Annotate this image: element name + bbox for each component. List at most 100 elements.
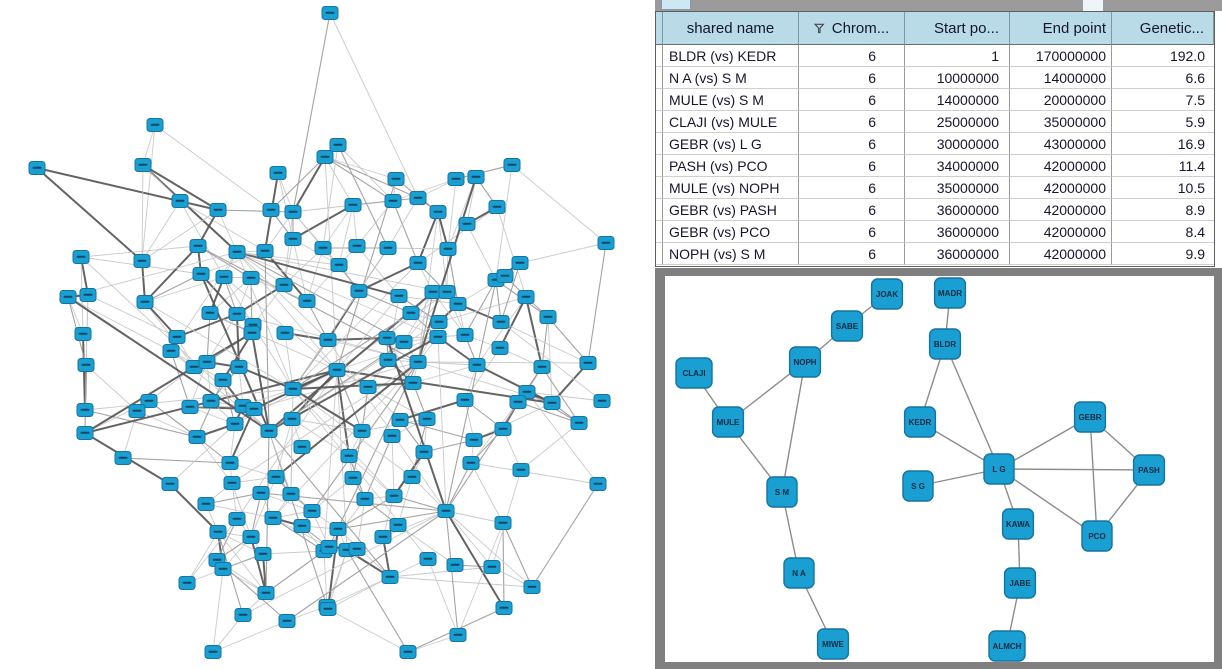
overview-edge[interactable]	[236, 251, 439, 338]
overview-node[interactable]	[256, 244, 274, 258]
overview-edge[interactable]	[417, 291, 434, 363]
overview-edge[interactable]	[531, 483, 599, 588]
overview-node[interactable]	[503, 158, 521, 172]
overview-edge[interactable]	[250, 492, 262, 538]
overview-edge[interactable]	[142, 164, 219, 211]
edge-PASH-L G[interactable]	[998, 468, 1150, 471]
overview-edge[interactable]	[200, 250, 266, 275]
table-row[interactable]: GEBR (vs) PCO 6 36000000 42000000 8.4	[656, 221, 1214, 243]
overview-edge[interactable]	[324, 156, 394, 202]
overview-node[interactable]	[381, 570, 399, 584]
overview-edge[interactable]	[236, 251, 405, 343]
overview-edge[interactable]	[427, 558, 459, 636]
overview-node[interactable]	[303, 504, 321, 518]
overview-node[interactable]	[275, 278, 293, 292]
overview-node[interactable]	[188, 430, 206, 444]
overview-node[interactable]	[570, 416, 588, 430]
overview-edge[interactable]	[336, 369, 363, 432]
overview-node[interactable]	[403, 470, 421, 484]
overview-edge[interactable]	[292, 247, 389, 390]
overview-node[interactable]	[593, 394, 611, 408]
overview-edge[interactable]	[500, 321, 589, 364]
overview-edge[interactable]	[526, 391, 603, 402]
overview-edge[interactable]	[250, 536, 267, 594]
overview-edge[interactable]	[437, 336, 447, 512]
overview-edge[interactable]	[470, 462, 504, 524]
overview-node[interactable]	[409, 191, 427, 205]
overview-node[interactable]	[215, 270, 233, 284]
overview-edge[interactable]	[358, 262, 419, 292]
overview-edge[interactable]	[262, 550, 325, 555]
overview-edge[interactable]	[466, 223, 497, 281]
overview-edge[interactable]	[242, 510, 447, 616]
overview-edge[interactable]	[197, 245, 252, 279]
overview-edge[interactable]	[337, 144, 394, 202]
overview-edge[interactable]	[403, 291, 448, 343]
overview-edge[interactable]	[236, 313, 240, 368]
overview-node[interactable]	[226, 417, 244, 431]
overview-node[interactable]	[492, 315, 510, 329]
overview-node[interactable]	[447, 172, 465, 186]
overview-edge[interactable]	[84, 409, 198, 438]
overview-node[interactable]	[409, 355, 427, 369]
overview-edge[interactable]	[264, 250, 308, 302]
overview-node[interactable]	[189, 239, 207, 253]
overview-node[interactable]	[171, 194, 189, 208]
overview-edge[interactable]	[205, 492, 262, 505]
edge-PCO-L G[interactable]	[998, 468, 1098, 537]
overview-node[interactable]	[114, 451, 132, 465]
overview-edge[interactable]	[323, 369, 338, 552]
overview-edge[interactable]	[389, 576, 533, 588]
overview-edge[interactable]	[212, 620, 288, 653]
overview-node[interactable]	[283, 412, 301, 426]
overview-edge[interactable]	[238, 366, 294, 390]
overview-node[interactable]	[458, 217, 476, 231]
overview-edge[interactable]	[67, 296, 172, 352]
overview-edge[interactable]	[398, 295, 459, 305]
overview-node[interactable]	[264, 511, 282, 525]
overview-node[interactable]	[228, 245, 246, 259]
overview-node[interactable]	[384, 194, 402, 208]
overview-node[interactable]	[429, 330, 447, 344]
overview-edge[interactable]	[412, 364, 478, 384]
overview-node[interactable]	[378, 331, 396, 345]
overview-edge[interactable]	[382, 510, 447, 538]
overview-edge[interactable]	[393, 495, 447, 512]
overview-node[interactable]	[284, 232, 302, 246]
overview-edge[interactable]	[292, 388, 395, 497]
overview-node[interactable]	[402, 306, 420, 320]
column-header-start-po---[interactable]: Start po...	[905, 12, 1010, 45]
overview-edge[interactable]	[291, 418, 350, 457]
overview-edge[interactable]	[324, 156, 354, 206]
overview-node[interactable]	[387, 172, 405, 186]
overview-node[interactable]	[252, 486, 270, 500]
overview-edge[interactable]	[87, 294, 178, 338]
overview-edge[interactable]	[587, 242, 607, 364]
overview-node[interactable]	[511, 256, 529, 270]
overview-edge[interactable]	[292, 388, 363, 432]
overview-edge[interactable]	[526, 391, 599, 485]
overview-node[interactable]	[374, 530, 392, 544]
column-header-chrom---[interactable]: Chrom...	[799, 12, 905, 45]
node-SABE[interactable]: SABE	[830, 310, 864, 342]
overview-node[interactable]	[59, 290, 77, 304]
overview-edge[interactable]	[470, 462, 599, 485]
overview-edge[interactable]	[541, 316, 549, 368]
overview-node[interactable]	[533, 360, 551, 374]
overview-node[interactable]	[494, 422, 512, 436]
overview-edge[interactable]	[84, 366, 195, 434]
overview-edge[interactable]	[144, 273, 202, 303]
overview-edge[interactable]	[306, 247, 324, 302]
overview-edge[interactable]	[212, 568, 224, 653]
overview-edge[interactable]	[338, 204, 354, 266]
overview-node[interactable]	[260, 424, 278, 438]
overview-edge[interactable]	[356, 498, 366, 550]
overview-edge[interactable]	[447, 178, 457, 250]
overview-edge[interactable]	[336, 178, 397, 371]
overview-network-canvas[interactable]	[0, 0, 655, 669]
overview-node[interactable]	[76, 403, 94, 417]
overview-node[interactable]	[230, 360, 248, 374]
overview-edge[interactable]	[329, 12, 419, 199]
overview-node[interactable]	[314, 241, 332, 255]
overview-node[interactable]	[344, 471, 362, 485]
